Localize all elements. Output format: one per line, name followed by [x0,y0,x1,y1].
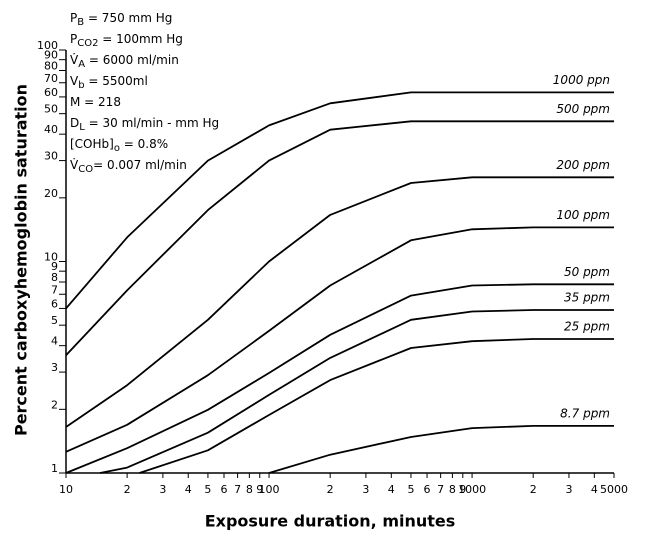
x-tick-label: 4 [591,483,598,496]
y-tick-label: 50 [44,103,58,116]
y-tick-label: 5 [51,314,58,327]
annotation: DL = 30 ml/min - mm Hg [70,116,219,134]
x-tick-label: 8 [246,483,253,496]
annotation: V̇CO= 0.007 ml/min [70,157,187,175]
curve [99,309,614,474]
y-tick-label: 7 [51,283,58,296]
y-tick-label: 90 [44,49,58,62]
curve-label: 8.7 ppm [560,406,610,420]
y-tick-label: 60 [44,86,58,99]
annotation-subscript: CO2 [77,38,98,49]
annotation-value: = 0.8% [120,137,168,151]
annotation: Vb = 5500ml [70,74,148,92]
annotation-symbol: P [70,11,77,25]
annotation-symbol: P [70,32,77,46]
x-tick-label: 4 [185,483,192,496]
x-tick-label: 4 [388,483,395,496]
curve-label: 1000 ppn [553,73,610,87]
annotation-symbol: M [70,95,80,109]
annotation-subscript: A [78,59,85,70]
annotation-subscript: B [77,17,84,28]
annotation-value: = 100mm Hg [98,32,182,46]
x-tick-label: 7 [234,483,241,496]
x-tick-label: 9 [256,483,263,496]
x-tick-label: 1000 [458,483,486,496]
y-tick-label: 3 [51,361,58,374]
y-tick-label: 40 [44,123,58,136]
curve [65,283,614,474]
y-tick-label: 10 [44,251,58,264]
annotation: [COHb]o = 0.8% [70,137,168,155]
y-tick-label: 4 [51,335,58,348]
y-tick-label: 2 [51,398,58,411]
x-tick-label: 8 [449,483,456,496]
annotation: V̇A = 6000 ml/min [70,52,179,70]
annotation-subscript: L [79,122,85,133]
annotation-value: = 750 mm Hg [84,11,172,25]
x-tick-label: 5 [407,483,414,496]
curve-label: 200 ppm [556,158,610,172]
x-tick-label: 2 [530,483,537,496]
x-tick-label: 6 [220,483,227,496]
annotation-value: = 30 ml/min - mm Hg [85,116,219,130]
y-tick-label: 8 [51,271,58,284]
y-tick-label: 100 [37,39,58,52]
x-tick-label: 5000 [600,483,628,496]
annotation-symbol: V̇ [70,52,79,66]
curve [268,425,614,474]
annotation-symbol: V̇ [70,157,79,171]
curve [65,226,614,453]
x-tick-label: 3 [565,483,572,496]
annotation-subscript: o [114,143,120,154]
annotation-value: = 6000 ml/min [85,53,179,67]
curve [139,338,614,474]
curve [65,120,614,356]
y-tick-label: 70 [44,72,58,85]
x-axis-title: Exposure duration, minutes [205,512,456,531]
curve [65,176,614,428]
annotation-subscript: CO [78,164,93,175]
x-tick-label: 9 [459,483,466,496]
curve-label: 25 ppm [564,320,610,334]
y-axis-title: Percent carboxyhemoglobin saturation [12,84,31,436]
x-tick-label: 3 [159,483,166,496]
curve-label: 500 ppm [556,102,610,116]
annotation-subscript: b [78,80,84,91]
x-tick-label: 2 [327,483,334,496]
annotation-symbol: V [70,74,79,88]
x-tick-label: 10 [59,483,73,496]
annotation-symbol: [COHb] [70,137,114,151]
curve-label: 35 ppm [564,290,610,304]
y-tick-label: 9 [51,260,58,273]
x-tick-label: 100 [259,483,280,496]
annotation: PCO2 = 100mm Hg [70,32,183,50]
x-tick-label: 5 [204,483,211,496]
curve-label: 100 ppm [556,208,610,222]
curve [65,91,614,309]
annotation: PB = 750 mm Hg [70,11,172,29]
curve-label: 50 ppm [564,265,610,279]
y-tick-label: 30 [44,150,58,163]
y-tick-label: 6 [51,297,58,310]
x-tick-label: 2 [124,483,131,496]
annotation-value: = 5500ml [85,74,148,88]
x-tick-label: 6 [424,483,431,496]
y-tick-label: 20 [44,187,58,200]
y-tick-label: 80 [44,59,58,72]
annotation-symbol: D [70,116,79,130]
y-tick-label: 1 [51,462,58,475]
annotation: M = 218 [70,95,121,109]
annotation-value: = 218 [80,95,121,109]
annotation-value: = 0.007 ml/min [93,158,187,172]
x-tick-label: 3 [362,483,369,496]
x-tick-label: 7 [437,483,444,496]
